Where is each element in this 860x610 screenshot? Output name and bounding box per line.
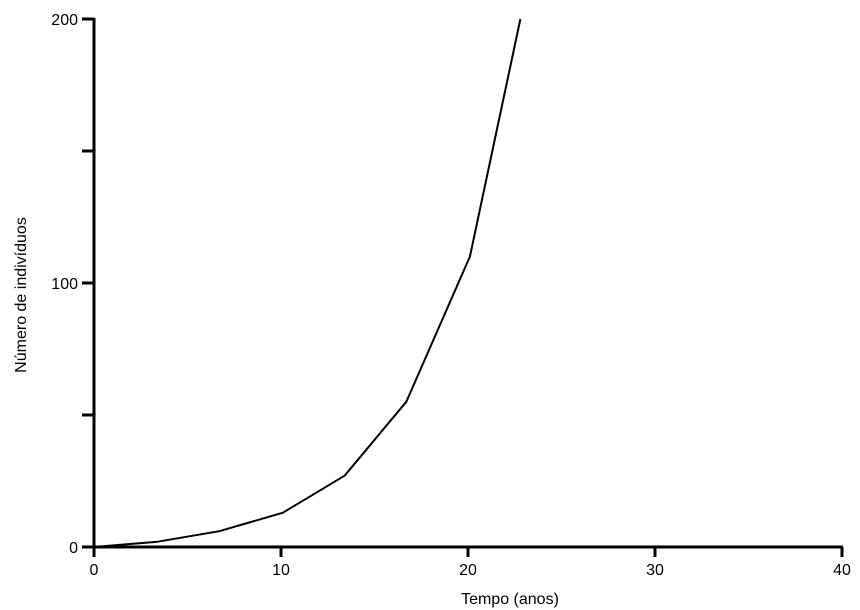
axes (82, 17, 844, 557)
x-tick-label: 30 (646, 562, 664, 579)
y-tick-label: 200 (51, 12, 78, 29)
series-line (93, 18, 522, 548)
x-tick-label: 40 (833, 562, 851, 579)
plot-area (93, 18, 522, 548)
x-tick-label: 20 (459, 562, 477, 579)
x-tick-label: 0 (90, 562, 99, 579)
tick-labels: 0 100 200 0 10 20 30 40 (51, 12, 851, 579)
x-tick-label: 10 (272, 562, 290, 579)
y-axis-title: Número de indivíduos (13, 217, 30, 373)
y-tick-label: 0 (69, 540, 78, 557)
y-tick-label: 100 (51, 276, 78, 293)
x-axis-title: Tempo (anos) (461, 591, 559, 608)
